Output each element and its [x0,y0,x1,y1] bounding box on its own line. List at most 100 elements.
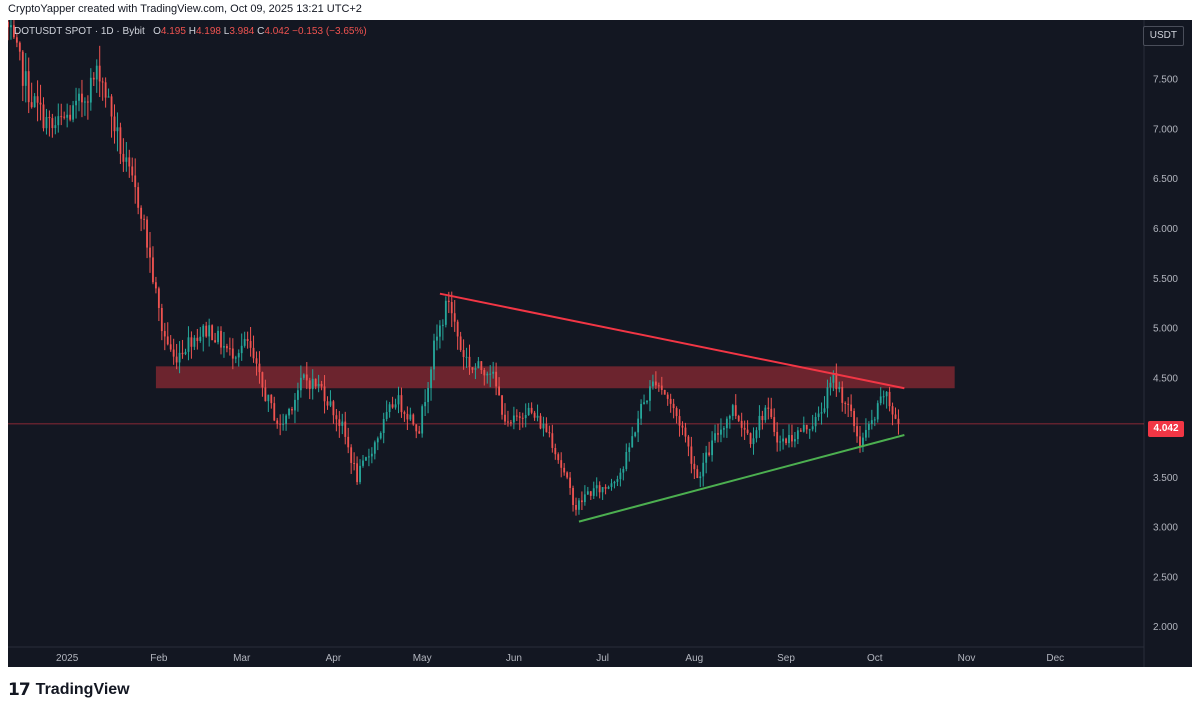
candle [101,77,104,101]
candle [356,456,359,485]
candle-body [101,81,104,83]
candle-body [524,415,527,419]
candle-body [157,288,160,308]
candle [870,409,873,430]
candle-body [181,352,184,355]
candle-body [737,415,740,421]
candle-body [403,412,406,414]
candle [438,320,441,349]
candle-body [566,472,569,478]
candle [427,382,430,414]
candle [373,440,376,460]
candle-body [415,424,418,432]
candle-body [575,504,577,510]
candle-body [140,207,143,219]
candle-body [350,447,353,463]
candle [498,377,501,396]
x-tick-label: Dec [1046,653,1064,664]
candle-body [83,101,86,103]
x-tick-label: Sep [777,653,795,664]
candle-body [359,465,361,483]
candle-body [234,357,237,359]
candle-body [104,82,107,98]
candle-body [116,127,119,132]
candle [249,326,252,357]
candle-body [223,346,225,348]
candle-body [243,339,246,346]
candle [548,425,551,438]
candle-body [507,421,509,423]
candle [583,485,586,506]
candle [743,420,746,440]
candle-body [397,395,400,405]
y-tick-label: 3.000 [1153,523,1178,534]
candle-body [779,441,782,443]
candle [459,331,462,352]
candle-body [453,313,456,322]
candle-body [625,451,628,469]
candle-body [199,336,202,341]
candle [172,338,175,365]
candle [847,397,850,418]
candle [853,408,856,433]
candle-body [240,345,243,354]
candle [72,100,75,123]
candle-body [110,96,113,117]
brand-footer[interactable]: 17 TradingView [8,680,130,700]
candle [134,158,137,204]
candle-body [51,118,54,129]
candle [409,407,412,422]
candle-body [193,337,196,347]
candle-body [39,102,42,105]
candle-body [30,102,33,108]
candle-body [267,394,270,402]
symbol-name[interactable]: DOTUSDT SPOT · 1D · Bybit [14,26,145,37]
candle [288,407,290,419]
candle-body [690,446,693,464]
candle-body [69,114,72,120]
candle [332,399,335,424]
candle [320,380,323,391]
candle-body [338,419,341,426]
candle-body [125,157,128,162]
candle-body [462,350,465,358]
candle-body [486,373,489,376]
candle-body [15,37,18,43]
candle [468,344,471,375]
candle-body [317,383,320,387]
candle [140,205,143,232]
candle [305,362,308,390]
candle [684,422,687,443]
candle-body [601,487,604,493]
candle-body [717,433,719,435]
candle-body [430,369,432,388]
candle-body [264,387,267,402]
candle [258,351,261,384]
candle-body [696,469,699,479]
candle-body [793,439,796,442]
x-tick-label: Jun [506,653,522,664]
candle-body [782,438,785,442]
candlestick-chart[interactable]: 8.0007.5007.0006.5006.0005.5005.0004.500… [8,20,1192,667]
candle-body [113,116,116,132]
candle-body [329,401,332,406]
x-tick-label: Aug [685,653,703,664]
candle-body [353,462,356,464]
candle [107,88,110,98]
candle-body [438,325,441,337]
close-label: C [257,26,265,37]
candle-body [424,402,427,407]
candle-body [802,424,805,432]
quote-currency-button[interactable]: USDT [1142,26,1184,46]
candle-body [326,401,329,406]
candle [714,424,716,443]
candle-body [832,372,835,383]
candle [740,412,743,437]
candle [220,326,222,355]
candle [681,421,684,436]
candle-body [294,399,296,411]
candle-body [78,93,80,101]
chart-canvas[interactable]: 8.0007.5007.0006.5006.0005.5005.0004.500… [8,20,1192,667]
x-tick-label: Nov [958,653,976,664]
candle-body [799,430,802,432]
